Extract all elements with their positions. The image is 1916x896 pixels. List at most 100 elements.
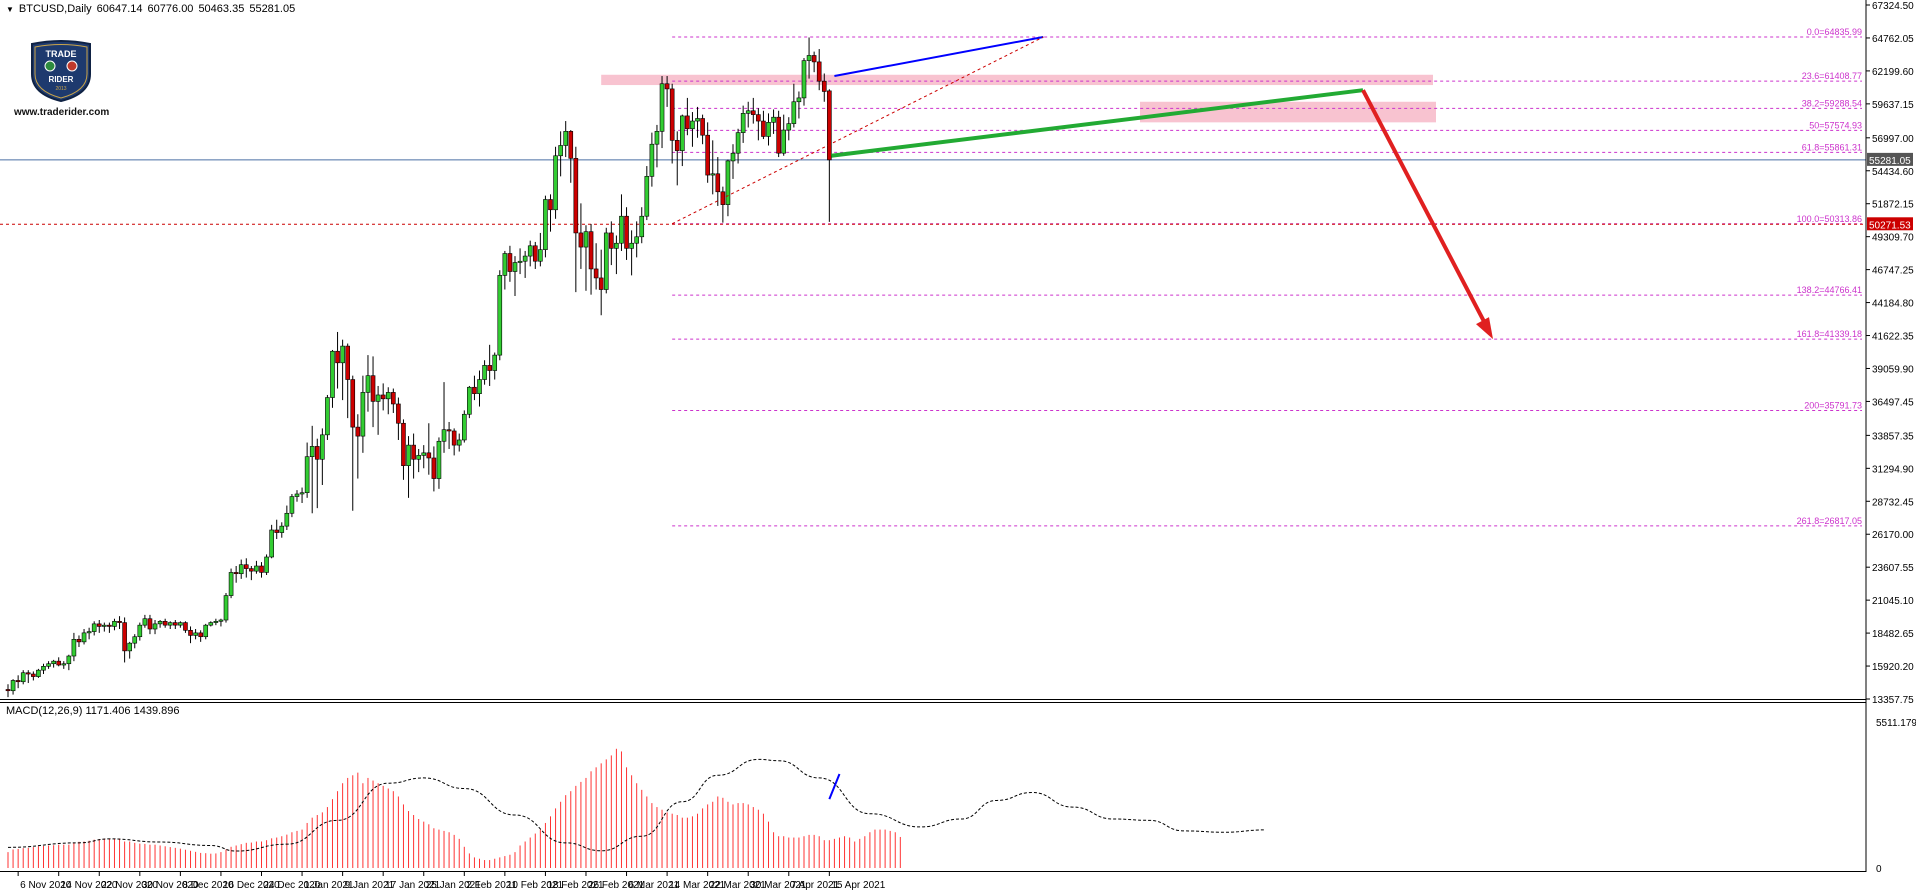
- candle-body: [609, 232, 614, 249]
- price-tick-label: 51872.15: [1872, 200, 1914, 211]
- candle-body: [51, 660, 56, 665]
- candle-body: [102, 624, 107, 627]
- candle-body: [294, 493, 300, 497]
- candle-body: [269, 529, 274, 558]
- candle-body: [705, 134, 710, 176]
- candle-body: [20, 672, 26, 683]
- candle-body: [284, 512, 290, 527]
- candle-body: [614, 242, 619, 249]
- candle-body: [96, 623, 102, 627]
- candle-body: [5, 689, 11, 692]
- time-tick-label: 17 Jan 2021: [385, 880, 440, 891]
- time-tick-label: 25 Jan 2021: [426, 880, 481, 891]
- candle-body: [543, 199, 548, 250]
- fib-level-label: 23.6=61408.77: [1802, 71, 1862, 81]
- candle-body: [335, 350, 340, 364]
- candle-body: [690, 120, 695, 130]
- candle-body: [91, 623, 97, 632]
- candle-body: [761, 120, 766, 137]
- price-tick-label: 67324.50: [1872, 1, 1914, 12]
- candle-body: [756, 114, 761, 122]
- candle-body: [512, 262, 518, 272]
- candle-body: [548, 199, 553, 211]
- candle-body: [107, 624, 112, 627]
- fib-level-label: 50=57574.93: [1809, 120, 1862, 130]
- high-value: 60776.00: [147, 3, 194, 15]
- fib-level-label: 161.8=41339.18: [1797, 329, 1862, 339]
- candle-body: [330, 350, 335, 398]
- price-tick-label: 54434.60: [1872, 167, 1914, 178]
- candle-body: [157, 620, 163, 625]
- macd-panel: [7, 748, 1266, 868]
- candle-body: [183, 622, 188, 631]
- candle-body: [502, 253, 508, 276]
- candle-body: [482, 365, 487, 380]
- candle-body: [816, 61, 822, 82]
- price-tick-label: 26170.00: [1872, 530, 1914, 541]
- candle-body: [233, 572, 239, 575]
- time-tick-label: 6 Nov 2020: [20, 880, 72, 891]
- candle-body: [25, 672, 31, 675]
- candle-body: [31, 673, 36, 677]
- candle-body: [685, 115, 690, 130]
- dropdown-icon[interactable]: ▼: [6, 5, 14, 14]
- time-tick-label: 8 Dec 2020: [182, 880, 234, 891]
- fib-level-label: 200=35791.73: [1804, 401, 1862, 411]
- candle-body: [243, 564, 249, 569]
- candle-body: [411, 444, 416, 460]
- time-tick-label: 16 Dec 2020: [223, 880, 280, 891]
- candle-body: [674, 140, 680, 151]
- candle-body: [507, 253, 513, 272]
- candle-body: [264, 556, 269, 573]
- candle-body: [634, 236, 639, 244]
- logo-line2: RIDER: [49, 75, 74, 84]
- time-tick-label: 9 Jan 2021: [345, 880, 395, 891]
- time-tick-label: 30 Mar 2021: [750, 880, 807, 891]
- time-tick-label: 2 Feb 2021: [466, 880, 517, 891]
- candle-body: [654, 131, 660, 145]
- candle-body: [66, 655, 72, 665]
- candle-body: [188, 629, 193, 636]
- current-price-label: 55281.05: [1869, 156, 1911, 167]
- candle-body: [385, 392, 391, 400]
- time-tick-label: 10 Feb 2021: [507, 880, 564, 891]
- candle-body: [573, 158, 579, 234]
- candle-body: [61, 663, 67, 666]
- price-lines: [0, 159, 1866, 225]
- candle-body: [532, 245, 538, 262]
- price-tick-label: 59637.15: [1872, 100, 1914, 111]
- logo-url: www.traderider.com: [14, 107, 110, 118]
- time-tick-label: 24 Dec 2020: [264, 880, 321, 891]
- candle-body: [827, 90, 832, 161]
- candle-body: [345, 345, 350, 380]
- candle-body: [750, 110, 756, 115]
- logo-line1: TRADE: [46, 49, 77, 59]
- time-tick-label: 1 Jan 2021: [304, 880, 354, 891]
- candle-body: [538, 249, 543, 262]
- candle-body: [259, 565, 264, 573]
- candle-body: [669, 88, 675, 141]
- candle-body: [340, 345, 345, 364]
- candle-body: [811, 55, 817, 63]
- fibonacci-levels: 0.0=64835.99 23.6=61408.77 38.2=59288.54 50…: [672, 27, 1862, 527]
- price-tick-label: 44184.80: [1872, 299, 1914, 310]
- fib-level-label: 100.0=50313.86: [1797, 214, 1862, 224]
- candle-body: [396, 403, 401, 424]
- candle-body: [325, 397, 330, 436]
- candle-body: [208, 622, 214, 626]
- fib-level-label: 0.0=64835.99: [1807, 27, 1862, 37]
- candle-body: [15, 680, 21, 683]
- candle-body: [218, 619, 224, 622]
- candle-body: [563, 131, 569, 146]
- candle-body: [456, 439, 462, 446]
- candle-body: [299, 492, 305, 495]
- price-tick-label: 15920.20: [1872, 662, 1914, 673]
- candle-body: [578, 232, 584, 248]
- time-tick-label: 15 Apr 2021: [831, 880, 885, 891]
- projected-down-move: [1361, 89, 1489, 329]
- price-tick-label: 33857.35: [1872, 431, 1914, 442]
- candle-body: [228, 572, 234, 596]
- price-trendline: [834, 36, 1044, 78]
- candle-body: [451, 430, 457, 446]
- candle-body: [740, 113, 746, 133]
